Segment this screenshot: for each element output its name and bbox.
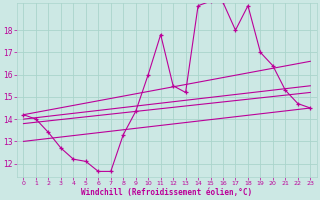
X-axis label: Windchill (Refroidissement éolien,°C): Windchill (Refroidissement éolien,°C) xyxy=(81,188,252,197)
